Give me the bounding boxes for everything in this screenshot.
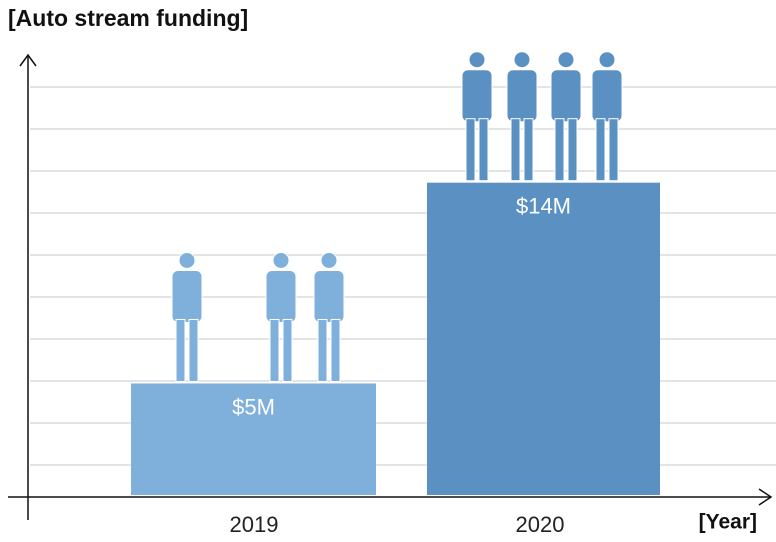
chart-title: [Auto stream funding]: [8, 5, 248, 31]
x-axis-label: [Year]: [699, 511, 757, 534]
person-head: [178, 251, 196, 269]
person-leg: [608, 118, 619, 182]
person-body: [265, 269, 297, 323]
person-leg: [282, 318, 293, 382]
person-leg: [188, 318, 199, 382]
person-leg: [465, 118, 476, 182]
person-head: [320, 251, 338, 269]
person-leg: [175, 318, 186, 382]
person-leg: [317, 318, 328, 382]
marks: $5M 2019 $14M 2020: [131, 51, 660, 537]
person-leg: [510, 118, 521, 182]
person-head: [598, 51, 616, 69]
x-axis-arrow: [758, 488, 773, 506]
bar: [131, 383, 376, 495]
person-head: [557, 51, 575, 69]
person-leg: [330, 318, 341, 382]
person-leg: [478, 118, 489, 182]
x-tick-label: 2020: [516, 512, 565, 537]
bar: [427, 182, 660, 495]
x-tick-label: 2019: [230, 512, 279, 537]
person-body: [506, 69, 538, 123]
person-leg: [269, 318, 280, 382]
person-leg: [595, 118, 606, 182]
person-leg: [567, 118, 578, 182]
person-body: [313, 269, 345, 323]
person-body: [171, 269, 203, 323]
person-head: [468, 51, 486, 69]
person-head: [272, 251, 290, 269]
y-axis-arrow: [19, 53, 37, 67]
person-body: [591, 69, 623, 123]
person-head: [513, 51, 531, 69]
person-body: [461, 69, 493, 123]
person-body: [550, 69, 582, 123]
value-label: $14M: [516, 194, 571, 219]
value-label: $5M: [232, 394, 275, 419]
person-leg: [523, 118, 534, 182]
person-leg: [554, 118, 565, 182]
